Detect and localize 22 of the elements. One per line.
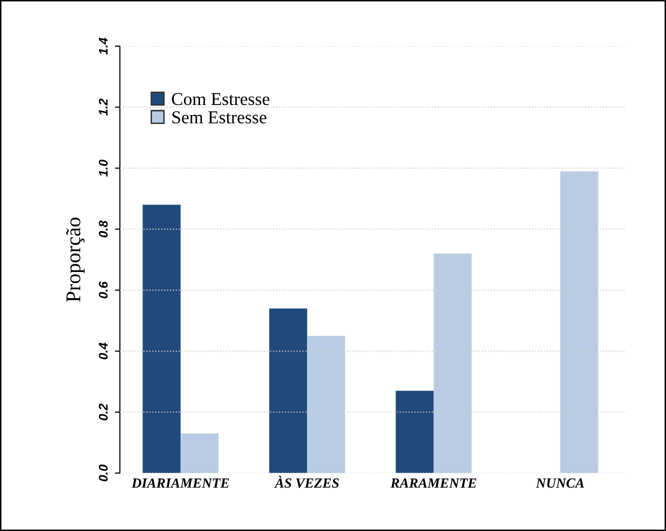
- y-axis-title: Proporção: [66, 218, 85, 302]
- y-tick-label: 0.8: [98, 220, 108, 238]
- y-tick-label: 0.4: [98, 342, 108, 360]
- y-tick-label: 1.4: [98, 38, 108, 55]
- bar: [434, 254, 472, 474]
- x-tick-label: DIARIAMENTE: [132, 478, 229, 488]
- legend-label: Com Estresse: [172, 93, 270, 106]
- y-tick-label: 1.2: [98, 98, 108, 116]
- bar: [180, 433, 219, 474]
- legend-label: Sem Estresse: [172, 111, 266, 124]
- bar: [396, 390, 434, 474]
- bar: [269, 308, 308, 474]
- y-tick-label: 1.0: [98, 160, 108, 177]
- bar: [142, 204, 181, 474]
- y-tick-label: 0.6: [98, 281, 108, 298]
- y-tick-label: 0.0: [98, 464, 108, 482]
- x-tick-label: NUNCA: [536, 478, 584, 488]
- bar: [560, 171, 598, 474]
- y-tick-label: 0.2: [98, 404, 108, 420]
- bar: [307, 336, 346, 474]
- x-tick-label: ÀS VEZES: [274, 476, 339, 488]
- x-tick-label: RARAMENTE: [390, 478, 476, 488]
